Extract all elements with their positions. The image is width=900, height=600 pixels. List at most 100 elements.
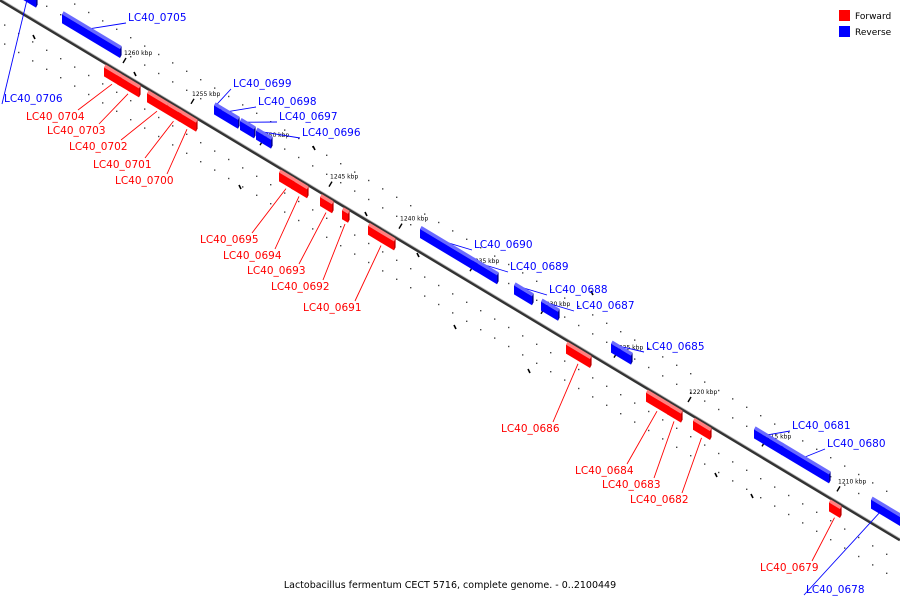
gene-lc40-0687[interactable] (541, 298, 560, 321)
gene-label[interactable]: LC40_0700 (115, 175, 174, 187)
gene-label[interactable]: LC40_0706 (4, 93, 63, 105)
gene-lc40-0686[interactable] (566, 341, 592, 368)
grid-dot (774, 486, 776, 488)
gene-label[interactable]: LC40_0679 (760, 562, 819, 574)
gene-lc40-0700[interactable] (178, 108, 198, 132)
gene-label[interactable]: LC40_0682 (630, 494, 689, 506)
gene-lc40-0685[interactable] (611, 340, 633, 365)
gene-box-side (238, 116, 240, 129)
leader-line (484, 264, 509, 273)
gene-label[interactable]: LC40_0686 (501, 423, 560, 435)
grid-dot (102, 83, 104, 85)
grid-dot (312, 228, 314, 230)
gene-label[interactable]: LC40_0694 (223, 250, 282, 262)
grid-dot (410, 287, 412, 289)
gene-lc40-0681[interactable] (754, 426, 784, 456)
grid-dot (284, 129, 286, 131)
gene-label[interactable]: LC40_0704 (26, 111, 85, 123)
gene-label[interactable]: LC40_0691 (303, 302, 362, 314)
leader-line (144, 120, 174, 159)
gene-lc40-0694[interactable] (291, 176, 309, 199)
grid-dot (872, 482, 874, 484)
gene-box-top (566, 341, 592, 359)
gene-lc40-0682[interactable] (693, 417, 712, 440)
gene-label[interactable]: LC40_0681 (792, 420, 851, 432)
gene-label[interactable]: LC40_0689 (510, 261, 569, 273)
gene-label[interactable]: LC40_0687 (576, 300, 635, 312)
grid-dot (620, 394, 622, 396)
gene-label[interactable]: LC40_0698 (258, 96, 317, 108)
gene-label[interactable]: LC40_0705 (128, 12, 187, 24)
gene-box-front (279, 172, 293, 190)
grid-dot (60, 14, 62, 16)
grid-dot (480, 247, 482, 249)
gene-box-side (120, 46, 122, 58)
grid-dot (704, 463, 706, 465)
gene-label[interactable]: LC40_0703 (47, 125, 106, 137)
grid-dot (172, 81, 174, 83)
tick-mark (32, 34, 36, 40)
grid-dot (326, 173, 328, 175)
gene-box-top (220, 106, 240, 120)
leader-line (653, 421, 675, 479)
gene-box-top (117, 72, 141, 89)
gene-lc40-0692[interactable] (342, 207, 350, 223)
gene-box-front (220, 109, 238, 129)
grid-dot (256, 194, 258, 196)
grid-dot (774, 423, 776, 425)
gene-label[interactable]: LC40_0696 (302, 127, 361, 139)
grid-dot (634, 358, 636, 360)
grid-dot (508, 326, 510, 329)
gene-lc40-0693[interactable] (320, 194, 334, 214)
gene-box-front (104, 67, 120, 86)
gene-label[interactable]: LC40_0683 (602, 479, 661, 491)
gene-label[interactable]: LC40_0680 (827, 438, 886, 450)
gene-box-front (566, 344, 590, 368)
gene-box-side (590, 356, 592, 368)
tick-mark (190, 98, 195, 105)
gene-label[interactable]: LC40_0693 (247, 265, 306, 277)
gene-label[interactable]: LC40_0684 (575, 465, 634, 477)
grid-dot (816, 448, 818, 450)
gene-label[interactable]: LC40_0701 (93, 159, 152, 171)
gene-lc40-0706[interactable] (22, 0, 38, 8)
grid-dot (746, 469, 748, 471)
gene-box-side (532, 293, 534, 306)
gene-label[interactable]: LC40_0699 (233, 78, 292, 90)
grid-dot (662, 356, 664, 358)
gene-lc40-0678[interactable] (871, 496, 900, 527)
grid-dot (102, 102, 104, 104)
gene-label[interactable]: LC40_0702 (69, 141, 128, 153)
gene-label[interactable]: LC40_0678 (806, 584, 865, 596)
gene-box-side (332, 201, 334, 214)
gene-lc40-0697[interactable] (240, 118, 256, 139)
grid-dot (690, 436, 692, 438)
gene-label[interactable]: LC40_0690 (474, 239, 533, 251)
grid-dot (578, 368, 580, 371)
grid-dot (788, 494, 790, 497)
gene-label[interactable]: LC40_0692 (271, 281, 330, 293)
gene-label[interactable]: LC40_0697 (279, 111, 338, 123)
gene-lc40-0698[interactable] (220, 106, 240, 129)
gene-lc40-0679[interactable] (829, 499, 842, 518)
gene-box-front (611, 343, 631, 365)
gene-lc40-0691[interactable] (368, 222, 396, 251)
gene-lc40-0696[interactable] (256, 127, 273, 149)
gene-label[interactable]: LC40_0695 (200, 234, 259, 246)
tick-mark (714, 472, 718, 478)
gene-lc40-0705[interactable] (62, 11, 122, 58)
grid-dot (172, 62, 174, 64)
gene-lc40-0680[interactable] (781, 442, 831, 484)
grid-dot (298, 200, 300, 203)
grid-dot (648, 429, 650, 432)
grid-dot (46, 49, 48, 51)
gene-label[interactable]: LC40_0685 (646, 341, 705, 353)
grid-dot (690, 373, 692, 375)
gene-lc40-0703[interactable] (117, 72, 141, 98)
grid-dot (844, 547, 846, 549)
gene-lc40-0689[interactable] (473, 257, 499, 285)
gene-lc40-0683[interactable] (667, 402, 683, 423)
gene-label[interactable]: LC40_0688 (549, 284, 608, 296)
gene-lc40-0688[interactable] (514, 282, 534, 306)
grid-dot (872, 545, 874, 547)
